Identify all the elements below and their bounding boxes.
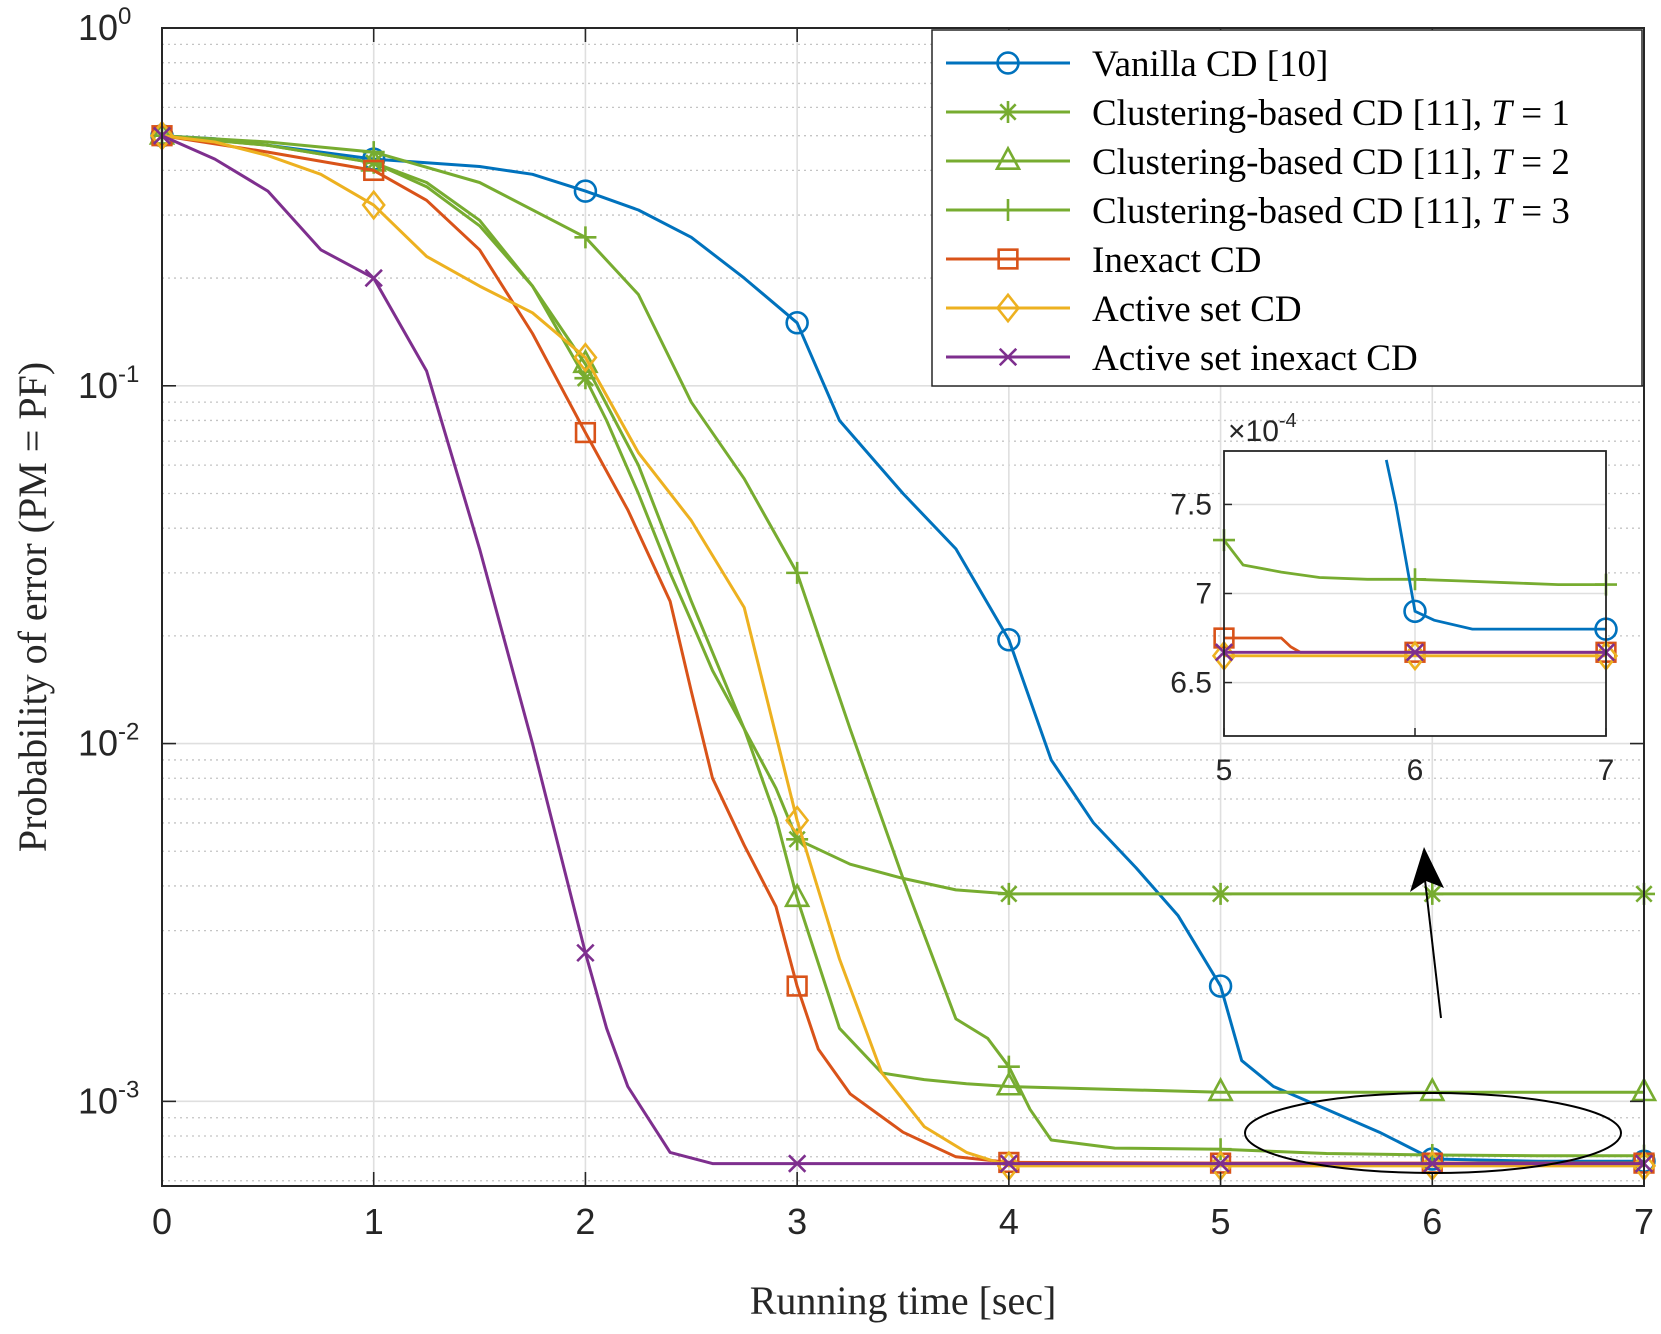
series-line — [161, 134, 1644, 1168]
x-tick-label: 7 — [1634, 1201, 1654, 1242]
series-line — [161, 134, 1644, 1158]
data-point-marker — [997, 1055, 1020, 1078]
data-point-marker — [1207, 1076, 1234, 1102]
inset-x-tick-label: 6 — [1407, 754, 1424, 787]
data-point-marker — [574, 421, 597, 444]
legend-entry: Clustering-based CD [11], T = 1 — [946, 93, 1570, 134]
legend-label: Active set inexact CD — [1092, 338, 1418, 379]
data-point-marker — [785, 805, 810, 836]
series-line — [161, 134, 1644, 1166]
inset-data-point-marker — [1405, 643, 1425, 662]
y-tick-label: 10-3 — [78, 1076, 139, 1121]
legend-label: Inexact CD — [1092, 240, 1262, 281]
legend: Vanilla CD [10] Clustering-based CD [11],… — [931, 29, 1643, 387]
series-line — [161, 134, 1644, 896]
data-point-marker — [785, 311, 809, 335]
legend-entry: Inexact CD — [946, 240, 1262, 281]
main-axes-box — [161, 27, 1645, 1187]
inset-plot: 5 6 7 6.5 7 7.5 ×10-4 — [1170, 410, 1619, 787]
inset-y-multiplier: ×10-4 — [1228, 410, 1297, 448]
inset-series-line — [1222, 539, 1606, 586]
data-point-marker — [1211, 1154, 1230, 1173]
data-point-marker — [573, 342, 598, 373]
series-line — [161, 134, 1644, 1165]
inset-y-tick-label: 7 — [1195, 578, 1212, 611]
inset-data-point-marker — [1403, 599, 1427, 624]
data-point-marker — [786, 828, 809, 851]
data-point-marker — [786, 975, 808, 997]
legend-marker — [995, 292, 1021, 324]
data-point-marker — [574, 367, 597, 390]
inset-tick-labels: 5 6 7 6.5 7 7.5 — [1170, 488, 1614, 787]
y-axis-label: Probability of error (PM = PF) — [10, 362, 55, 852]
legend-label: Vanilla CD [10] — [1092, 44, 1328, 85]
data-point-marker — [786, 561, 809, 584]
data-point-marker — [999, 1154, 1019, 1173]
data-point-marker — [997, 882, 1020, 905]
y-tick-labels: 100 10-1 10-2 10-3 — [78, 3, 139, 1121]
legend-label: Clustering-based CD [11], T = 1 — [1092, 93, 1570, 134]
inset-x-tick-label: 5 — [1216, 754, 1233, 787]
legend-marker — [997, 101, 1019, 123]
inset-y-tick-label: 7.5 — [1170, 488, 1212, 521]
data-point-marker — [574, 226, 597, 249]
legend-entry: Clustering-based CD [11], T = 2 — [946, 142, 1570, 183]
y-tick-label: 100 — [78, 3, 131, 48]
data-point-marker — [783, 882, 811, 908]
data-point-marker — [362, 141, 385, 164]
legend-marker — [996, 51, 1020, 75]
data-point-marker — [1209, 882, 1232, 905]
x-tick-label: 4 — [999, 1201, 1019, 1242]
inset-tick-marks — [1223, 503, 1607, 736]
data-point-marker — [361, 189, 386, 221]
legend-entry: Clustering-based CD [11], T = 3 — [946, 191, 1570, 232]
legend-label: Clustering-based CD [11], T = 3 — [1092, 191, 1570, 232]
data-point-marker — [1209, 1138, 1232, 1161]
data-point-marker — [1419, 1076, 1446, 1102]
data-point-marker — [995, 1071, 1023, 1096]
legend-entry: Vanilla CD [10] — [946, 44, 1328, 85]
x-tick-label: 1 — [364, 1201, 384, 1242]
legend-marker — [994, 145, 1022, 170]
x-tick-label: 2 — [575, 1201, 595, 1242]
zoom-arrow-shaft — [1424, 879, 1442, 1019]
inset-x-tick-label: 7 — [1598, 754, 1615, 787]
data-point-marker — [997, 628, 1021, 652]
legend-marker — [997, 248, 1019, 270]
x-tick-label: 3 — [787, 1201, 807, 1242]
data-point-marker — [787, 1154, 807, 1173]
series-6 — [152, 126, 1654, 1173]
y-tick-label: 10-1 — [78, 361, 139, 406]
data-point-marker — [1423, 1154, 1442, 1173]
legend-box — [931, 29, 1643, 387]
legend-marker — [997, 199, 1019, 221]
data-point-marker — [363, 159, 385, 182]
legend-entry: Active set CD — [946, 289, 1302, 330]
x-tick-label: 5 — [1211, 1201, 1231, 1242]
x-axis-label: Running time [sec] — [750, 1278, 1057, 1323]
data-point-marker — [576, 943, 595, 963]
legend-label: Active set CD — [1092, 289, 1302, 330]
data-point-marker — [1421, 882, 1444, 905]
main-plot-series — [148, 120, 1658, 1182]
legend-label: Clustering-based CD [11], T = 2 — [1092, 142, 1570, 183]
data-point-marker — [364, 268, 383, 288]
zoom-region-ellipse — [1244, 1092, 1622, 1174]
x-tick-label: 6 — [1422, 1201, 1442, 1242]
legend-items: Vanilla CD [10] Clustering-based CD [11],… — [946, 44, 1570, 379]
inset-y-tick-label: 6.5 — [1170, 667, 1212, 700]
x-tick-labels: 0 1 2 3 4 5 6 7 — [152, 1201, 1654, 1242]
y-tick-label: 10-2 — [78, 719, 139, 764]
inset-data-point-marker — [1404, 568, 1426, 591]
data-point-marker — [1208, 974, 1233, 998]
legend-marker — [998, 347, 1018, 367]
zoom-arrow-head — [1410, 847, 1444, 892]
x-tick-label: 0 — [152, 1201, 172, 1242]
data-point-marker — [573, 179, 598, 203]
legend-entry: Active set inexact CD — [946, 338, 1418, 379]
